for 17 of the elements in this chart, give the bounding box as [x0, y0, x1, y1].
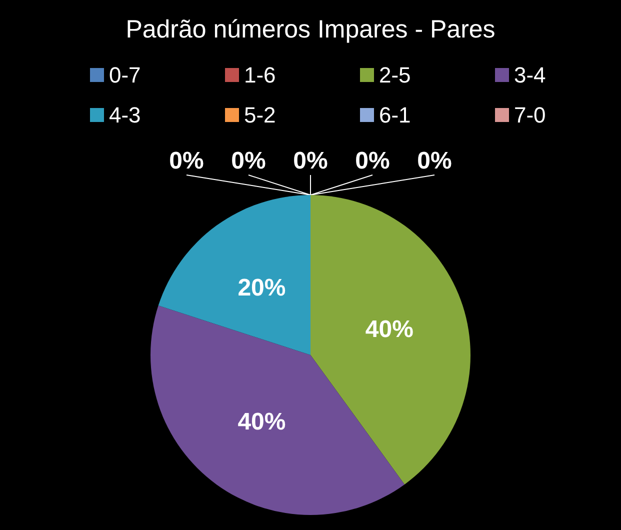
text: 0%: [355, 148, 390, 174]
legend-label: 6-1: [379, 102, 411, 128]
text: 0%: [231, 148, 266, 174]
legend-label: 3-4: [514, 62, 546, 88]
data-label: 40%: [365, 316, 414, 343]
legend-label: 2-5: [379, 62, 411, 88]
text: 0%: [293, 148, 328, 174]
legend-label: 7-0: [514, 102, 546, 128]
legend-label: 1-6: [244, 62, 276, 88]
data-label: 40%: [238, 408, 286, 436]
text: 0%: [417, 148, 452, 174]
chart-title: Padrão números Impares - Pares: [126, 16, 496, 44]
legend-label: 5-2: [244, 102, 276, 128]
data-label: 20%: [238, 274, 286, 302]
text: 0%: [169, 148, 204, 174]
legend-label: 4-3: [109, 102, 141, 128]
legend-label: 0-7: [109, 62, 141, 88]
